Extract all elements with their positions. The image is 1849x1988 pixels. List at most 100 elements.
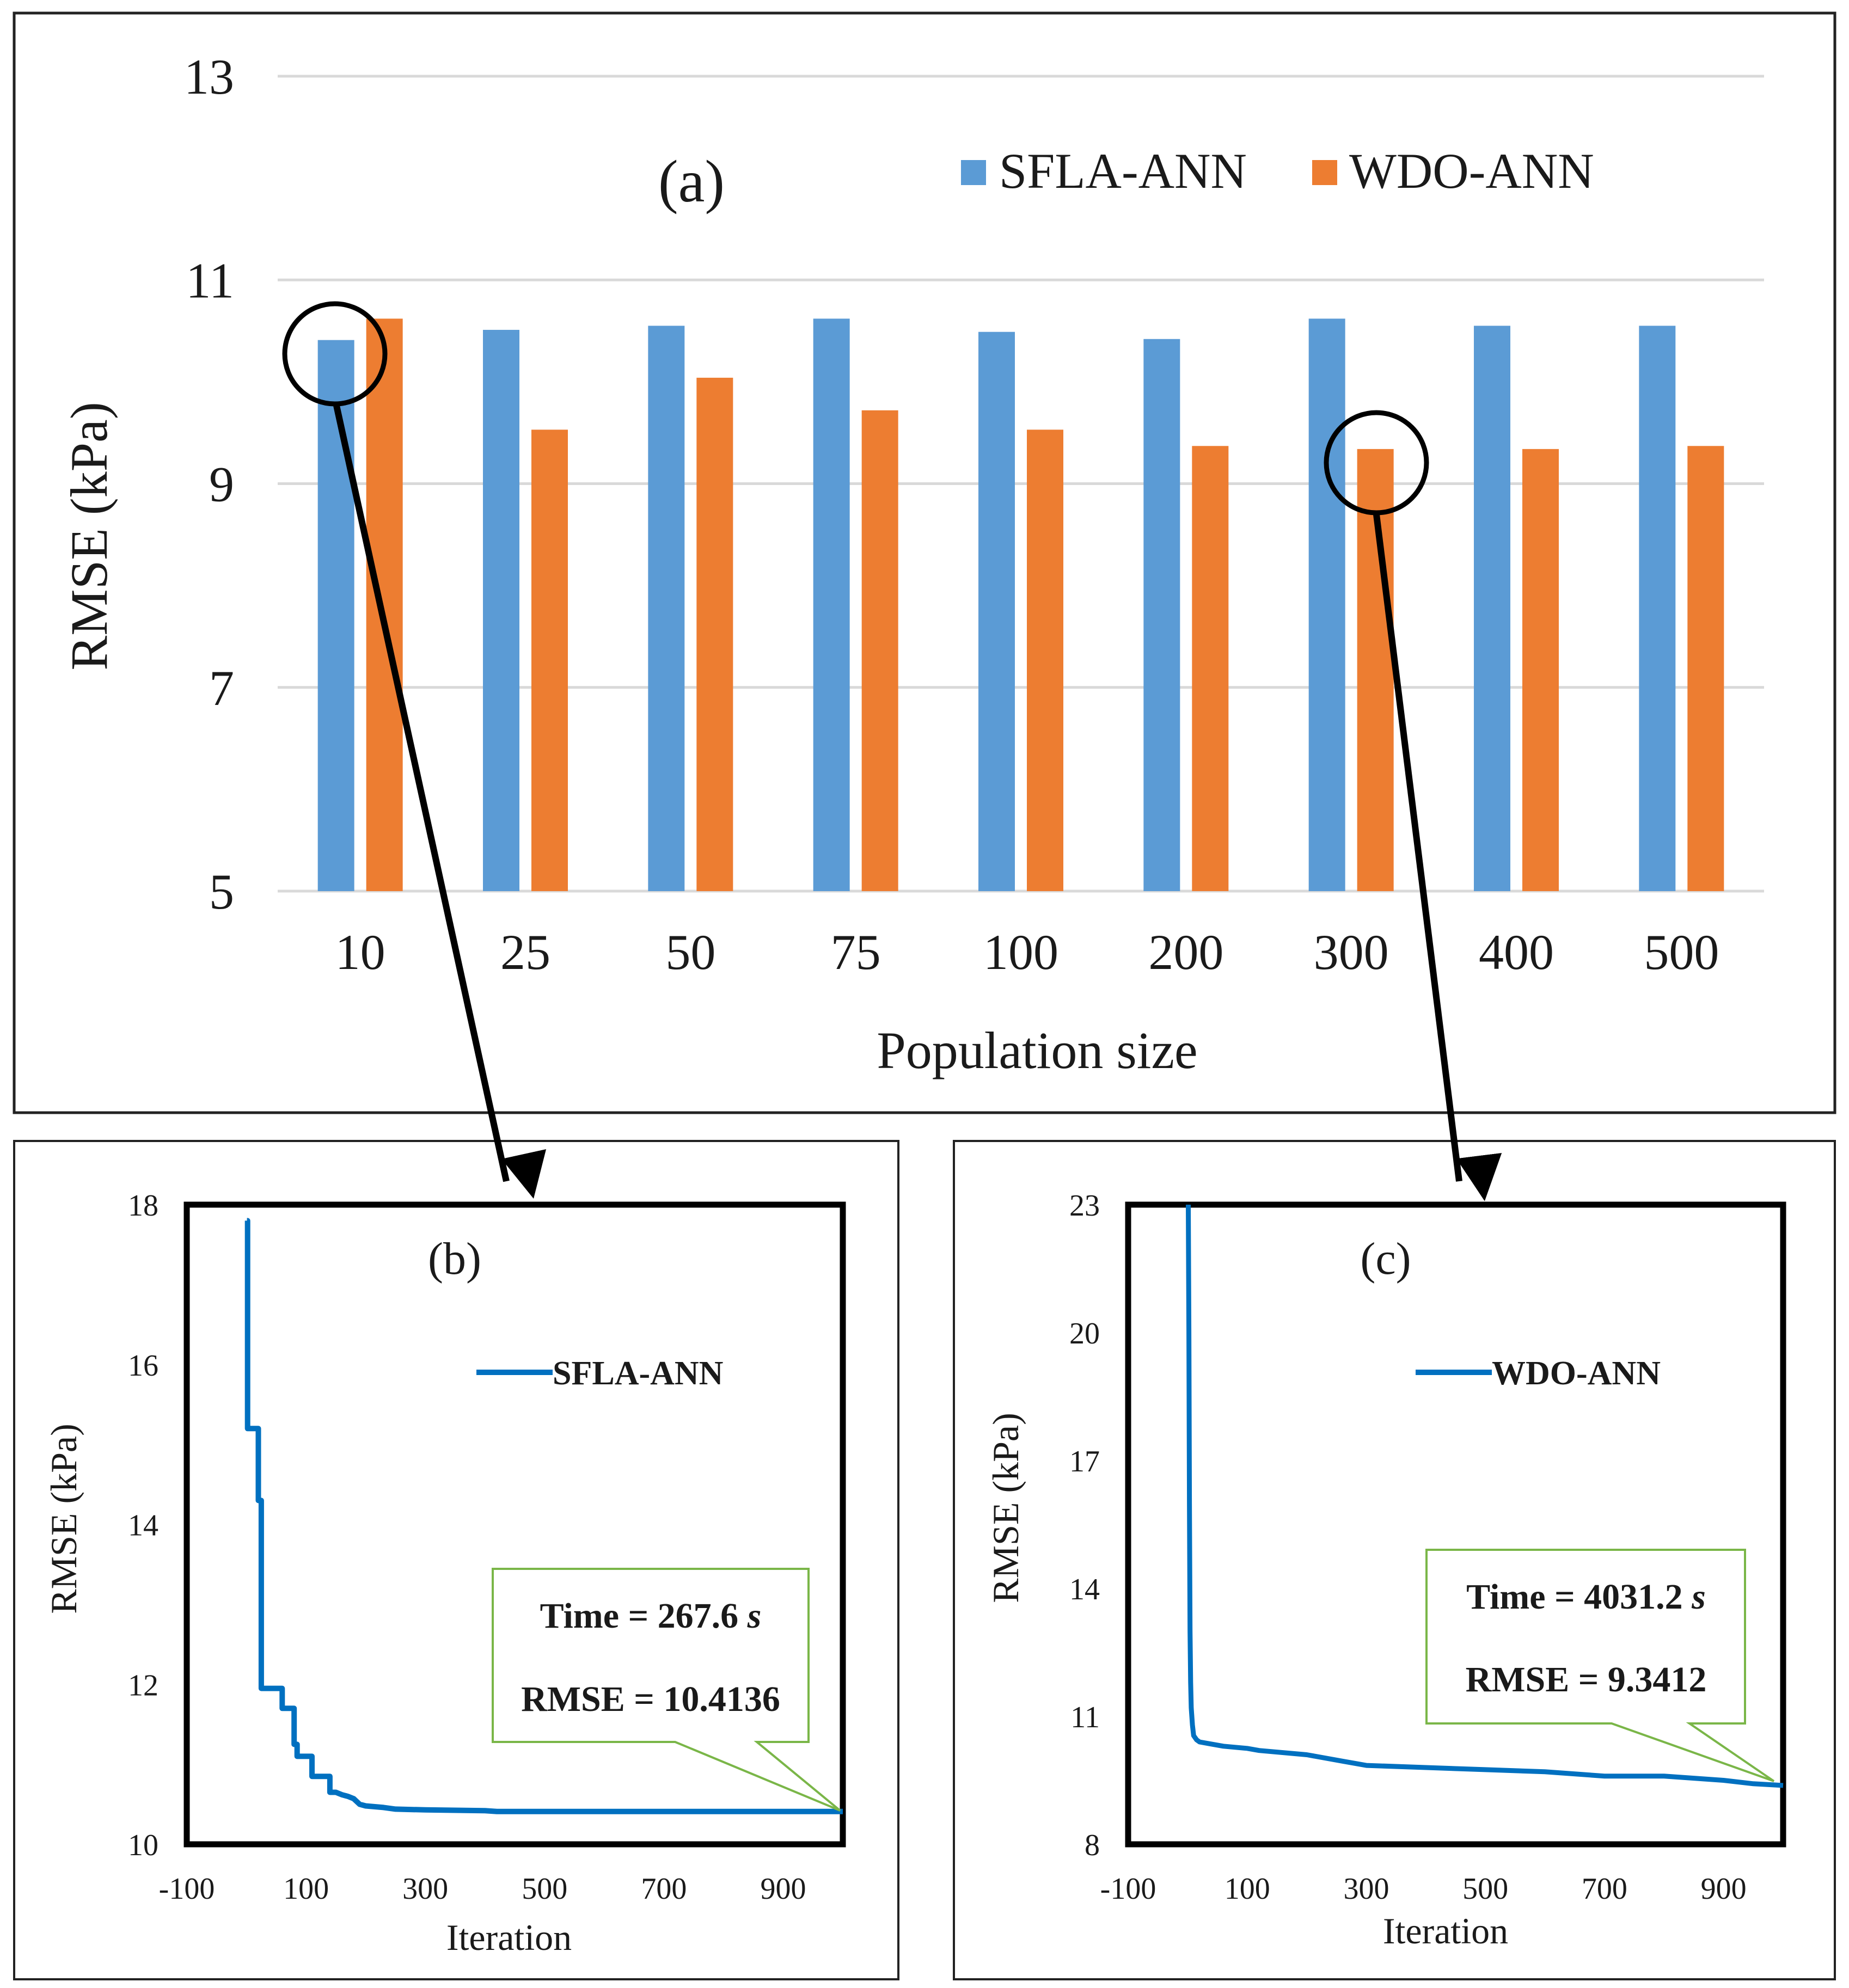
panel-b-plot-frame — [183, 1201, 846, 1848]
y-tick-label: 13 — [184, 49, 234, 105]
panel-a: 5 7 9 11 13 10 25 50 75 100 200 300 400 500 (a) SFLA… — [13, 11, 1836, 1114]
y-tick-label: 5 — [209, 864, 234, 919]
panel-b-legend: SFLA-ANN — [476, 1355, 723, 1392]
bar-sflaann-200 — [1143, 339, 1180, 891]
x-tick-label: 700 — [641, 1872, 687, 1906]
x-tick-label: 300 — [402, 1872, 448, 1906]
panel-c-x-axis-label: Iteration — [1383, 1910, 1508, 1952]
panel-a-y-axis-label: RMSE (kPa) — [60, 402, 118, 670]
panel-c-callout-time: Time = 4031.2 s — [1466, 1577, 1706, 1617]
panel-c-series-line — [1186, 1204, 1784, 1788]
legend-label-wdoann: WDO-ANN — [1349, 143, 1594, 199]
x-tick-label: 700 — [1582, 1872, 1627, 1906]
legend-swatch-wdoann — [1312, 160, 1337, 185]
panel-c-plot-frame — [1125, 1201, 1786, 1848]
y-tick-label: 10 — [128, 1829, 158, 1862]
highlight-circle-sflaann-10 — [282, 301, 388, 407]
x-tick-label: 75 — [831, 924, 881, 980]
y-tick-label: 14 — [128, 1509, 158, 1543]
panel-a-x-axis-label: Population size — [877, 1021, 1197, 1079]
panel-b-y-axis-label: RMSE (kPa) — [43, 1423, 84, 1613]
y-tick-label: 12 — [128, 1668, 158, 1702]
panel-b-callout-rmse: RMSE = 10.4136 — [521, 1679, 780, 1719]
y-tick-label: 11 — [1070, 1701, 1100, 1734]
y-tick-label: 20 — [1069, 1317, 1100, 1351]
bar-wdoann-200 — [1192, 446, 1229, 891]
x-tick-label: 400 — [1479, 924, 1554, 980]
panel-b-callout-shape — [492, 1568, 841, 1812]
bar-wdoann-500 — [1687, 446, 1724, 891]
panel-c-label: (c) — [1360, 1234, 1411, 1284]
panel-c-y-ticks: 8 11 14 17 20 23 — [1069, 1189, 1100, 1862]
y-tick-label: 8 — [1085, 1829, 1100, 1862]
bar-wdoann-100 — [1027, 429, 1063, 891]
bar-sflaann-10 — [317, 340, 354, 891]
panel-b: 10 12 14 16 18 -100 100 300 500 700 900 (b) SFLA-… — [13, 1140, 899, 1980]
x-tick-label: 900 — [1701, 1872, 1747, 1906]
legend-swatch-sflaann — [961, 160, 986, 185]
x-tick-label: 300 — [1343, 1872, 1389, 1906]
panel-c-callout-rmse: RMSE = 9.3412 — [1466, 1660, 1707, 1699]
bar-sflaann-400 — [1474, 326, 1510, 891]
panel-c-x-ticks: -100 100 300 500 700 900 — [1100, 1872, 1747, 1906]
x-tick-label: 50 — [665, 924, 715, 980]
panel-c-callout-shape — [1425, 1549, 1775, 1782]
arrow-to-panel-b — [333, 404, 547, 1199]
panel-a-bars — [317, 318, 1724, 892]
bar-sflaann-500 — [1639, 326, 1676, 891]
panel-b-y-ticks: 10 12 14 16 18 — [128, 1189, 158, 1862]
panel-b-series-line — [244, 1218, 843, 1814]
bar-wdoann-10 — [366, 318, 403, 892]
x-tick-label: -100 — [159, 1872, 215, 1906]
bar-sflaann-75 — [813, 318, 850, 892]
panel-c-y-axis-label: RMSE (kPa) — [985, 1413, 1026, 1603]
y-tick-label: 23 — [1069, 1189, 1100, 1223]
x-tick-label: 500 — [1644, 924, 1719, 980]
x-tick-label: 900 — [760, 1872, 806, 1906]
y-tick-label: 16 — [128, 1349, 158, 1383]
legend-label-sflaann-b: SFLA-ANN — [553, 1355, 723, 1392]
y-tick-label: 18 — [128, 1189, 158, 1223]
panel-a-legend: SFLA-ANN WDO-ANN — [961, 143, 1594, 199]
legend-label-wdoann-c: WDO-ANN — [1492, 1355, 1661, 1392]
arrow-to-panel-c — [1373, 514, 1502, 1201]
panel-a-y-ticks: 5 7 9 11 13 — [184, 49, 234, 919]
panel-b-x-axis-label: Iteration — [446, 1917, 572, 1958]
legend-label-sflaann: SFLA-ANN — [999, 143, 1247, 199]
y-tick-label: 14 — [1069, 1573, 1100, 1606]
panel-a-gridlines — [278, 75, 1764, 893]
bar-wdoann-25 — [531, 429, 568, 891]
panel-b-callout: Time = 267.6 s RMSE = 10.4136 — [492, 1568, 841, 1812]
x-tick-label: 10 — [335, 924, 385, 980]
x-tick-label: -100 — [1100, 1872, 1156, 1906]
x-tick-label: 100 — [283, 1872, 329, 1906]
x-tick-label: 500 — [1462, 1872, 1508, 1906]
x-tick-label: 300 — [1314, 924, 1389, 980]
y-tick-label: 7 — [209, 660, 234, 716]
bar-sflaann-25 — [483, 329, 519, 892]
bar-wdoann-400 — [1522, 449, 1559, 891]
panel-a-x-ticks: 10 25 50 75 100 200 300 400 500 — [335, 924, 1719, 980]
panel-c: 8 11 14 17 20 23 -100 100 300 500 700 900 (c) WDO-… — [953, 1140, 1836, 1980]
panel-b-frame — [13, 1140, 899, 1980]
bar-sflaann-100 — [978, 332, 1015, 891]
bar-wdoann-75 — [861, 410, 898, 891]
x-tick-label: 100 — [1224, 1872, 1270, 1906]
y-tick-label: 9 — [209, 457, 234, 512]
x-tick-label: 200 — [1148, 924, 1223, 980]
panel-b-callout-time: Time = 267.6 s — [540, 1596, 762, 1636]
y-tick-label: 17 — [1069, 1445, 1100, 1478]
panel-b-label: (b) — [428, 1234, 481, 1284]
highlight-circle-wdoann-300 — [1324, 410, 1429, 516]
y-tick-label: 11 — [186, 253, 234, 308]
panel-c-callout: Time = 4031.2 s RMSE = 9.3412 — [1425, 1549, 1775, 1782]
x-tick-label: 100 — [983, 924, 1058, 980]
annotations — [282, 301, 1502, 1201]
bar-wdoann-50 — [696, 377, 733, 891]
panel-a-label: (a) — [658, 148, 725, 214]
bar-sflaann-300 — [1308, 318, 1345, 892]
panel-c-legend: WDO-ANN — [1416, 1355, 1661, 1392]
panel-b-x-ticks: -100 100 300 500 700 900 — [159, 1872, 806, 1906]
x-tick-label: 500 — [522, 1872, 567, 1906]
